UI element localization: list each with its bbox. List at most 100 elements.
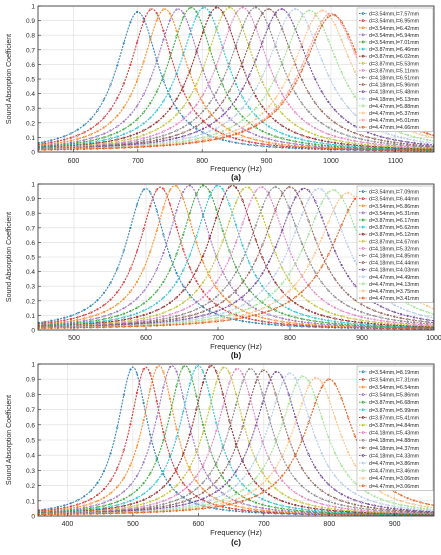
series-point	[188, 102, 191, 105]
series-point	[162, 386, 165, 389]
series-point	[274, 104, 277, 107]
series-point	[287, 440, 290, 443]
series-point	[215, 138, 218, 141]
series-point	[38, 327, 40, 330]
series-point	[300, 467, 304, 470]
series-point	[254, 95, 257, 98]
series-point	[281, 312, 284, 315]
series-point	[380, 507, 383, 511]
series-point	[129, 463, 132, 467]
series-point	[182, 135, 185, 138]
series-point	[142, 145, 145, 148]
series-point	[307, 506, 310, 509]
series-point	[221, 485, 224, 488]
series-point	[175, 314, 178, 318]
series-line	[38, 8, 434, 150]
series-point	[234, 368, 238, 371]
series-point	[287, 465, 290, 468]
series-point	[142, 482, 145, 485]
series-point	[168, 490, 172, 493]
series-point	[347, 146, 350, 150]
series-point	[320, 475, 323, 479]
series-point	[314, 126, 317, 130]
legend-marker	[361, 408, 365, 412]
series-point	[340, 318, 343, 321]
series-point	[201, 136, 205, 139]
series-point	[208, 139, 211, 142]
series-point	[188, 370, 191, 373]
series-point	[221, 300, 224, 303]
series-point	[201, 497, 205, 500]
series-point	[320, 188, 323, 191]
legend-entry: d=3.54mm,l=6.42mm	[369, 26, 420, 32]
series-point	[234, 107, 238, 110]
series-point	[353, 508, 356, 511]
series-point	[162, 29, 165, 32]
series-point	[287, 205, 290, 209]
series-point	[347, 191, 350, 194]
series-point	[327, 302, 330, 306]
series-point	[287, 185, 290, 189]
series-point	[234, 201, 238, 204]
series-point	[432, 136, 434, 140]
series-point	[76, 316, 79, 319]
legend-entry: d=4.47mm,l=4.66mm	[369, 125, 420, 131]
series-point	[228, 128, 231, 131]
series-point	[373, 146, 376, 149]
series-point	[413, 321, 416, 324]
series-point	[300, 402, 304, 405]
series-point	[360, 145, 363, 149]
series-point	[234, 307, 238, 310]
y-tick-label: 0.4	[26, 91, 35, 98]
series-point	[267, 309, 271, 313]
series-point	[241, 508, 244, 512]
series-point	[155, 133, 158, 136]
series-point	[89, 127, 92, 130]
series-point	[182, 482, 185, 485]
legend-entry: d=3.87mm,l=4.67mm	[369, 239, 420, 245]
series-point	[122, 325, 125, 328]
series-point	[162, 311, 165, 314]
series-point	[399, 316, 403, 320]
series-point	[314, 507, 317, 510]
series-point	[109, 108, 112, 111]
series-point	[254, 457, 257, 460]
series-point	[188, 95, 191, 99]
series-point	[287, 118, 290, 122]
series-point	[386, 494, 389, 497]
series-point	[300, 12, 304, 15]
series-point	[287, 145, 290, 148]
series-point	[142, 302, 145, 305]
y-tick-label: 0.7	[26, 407, 35, 414]
x-tick-label: 900	[356, 335, 368, 342]
series-point	[168, 87, 172, 91]
series-point	[182, 85, 185, 88]
series-point	[195, 141, 198, 144]
series-point	[327, 483, 330, 486]
series-point	[254, 372, 257, 376]
series-point	[386, 142, 389, 145]
series-point	[373, 133, 376, 136]
series-point	[201, 381, 205, 384]
series-point	[129, 493, 132, 497]
series-point	[175, 493, 178, 496]
series-point	[419, 317, 422, 320]
legend-entry: d=3.54mm,l=7.01mm	[369, 40, 420, 46]
series-point	[215, 286, 218, 289]
series-point	[281, 322, 284, 325]
series-point	[261, 471, 264, 474]
y-tick-label: 0.7	[26, 225, 35, 232]
series-point	[254, 274, 257, 278]
legend-marker	[361, 83, 365, 86]
series-point	[208, 237, 211, 240]
series-point	[432, 146, 434, 149]
series-point	[333, 306, 337, 309]
series-point	[287, 324, 290, 327]
y-tick-label: 0.2	[26, 298, 35, 305]
series-point	[281, 295, 284, 299]
series-point	[307, 146, 310, 150]
series-point	[340, 38, 343, 42]
series-point	[281, 423, 284, 426]
